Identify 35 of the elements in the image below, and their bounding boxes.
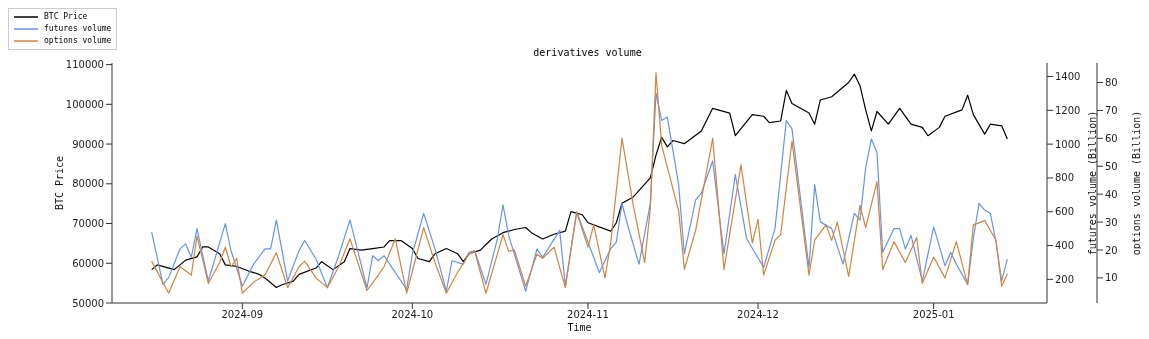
y2-tick-label: 1200 bbox=[1055, 104, 1081, 116]
y3-axis-title: options volume (Billion) bbox=[1130, 110, 1142, 256]
y3-tick-label: 30 bbox=[1105, 216, 1118, 228]
legend-label: options volume bbox=[44, 35, 112, 47]
y2-tick-label: 1000 bbox=[1055, 138, 1081, 150]
y3-tick-label: 50 bbox=[1105, 160, 1118, 172]
y3-tick-label: 20 bbox=[1105, 244, 1118, 256]
y2-tick-label: 800 bbox=[1055, 172, 1075, 184]
y2-axis-title: futures volume (Billion) bbox=[1086, 110, 1098, 256]
x-tick-label: 2024-10 bbox=[391, 309, 434, 321]
x-axis-title: Time bbox=[567, 322, 592, 333]
y-tick-label: 50000 bbox=[72, 297, 104, 309]
legend-label: BTC Price bbox=[44, 11, 88, 23]
x-tick-label: 2024-12 bbox=[737, 309, 779, 321]
y2-tick-label: 1400 bbox=[1055, 71, 1081, 83]
y2-tick-label: 400 bbox=[1055, 240, 1075, 252]
y2-tick-label: 600 bbox=[1055, 206, 1075, 218]
legend-label: futures volume bbox=[44, 23, 112, 35]
y3-tick-label: 70 bbox=[1105, 104, 1118, 116]
y-tick-label: 70000 bbox=[72, 218, 104, 230]
x-tick-label: 2024-11 bbox=[567, 309, 609, 321]
y3-tick-label: 40 bbox=[1105, 188, 1118, 200]
chart-title: derivatives volume bbox=[532, 47, 643, 58]
y3-tick-label: 80 bbox=[1105, 77, 1118, 89]
y-tick-label: 60000 bbox=[72, 257, 104, 269]
y2-tick-label: 200 bbox=[1055, 273, 1075, 285]
y-tick-label: 80000 bbox=[72, 178, 104, 190]
y-tick-label: 100000 bbox=[65, 98, 104, 110]
y-tick-label: 90000 bbox=[72, 138, 104, 150]
x-tick-label: 2025-01 bbox=[912, 309, 955, 321]
y3-tick-label: 60 bbox=[1105, 132, 1118, 144]
y3-tick-label: 10 bbox=[1105, 272, 1118, 284]
x-tick-label: 2024-09 bbox=[221, 309, 264, 321]
y-tick-label: 110000 bbox=[65, 59, 104, 71]
y-axis-title: BTC Price bbox=[53, 155, 65, 211]
